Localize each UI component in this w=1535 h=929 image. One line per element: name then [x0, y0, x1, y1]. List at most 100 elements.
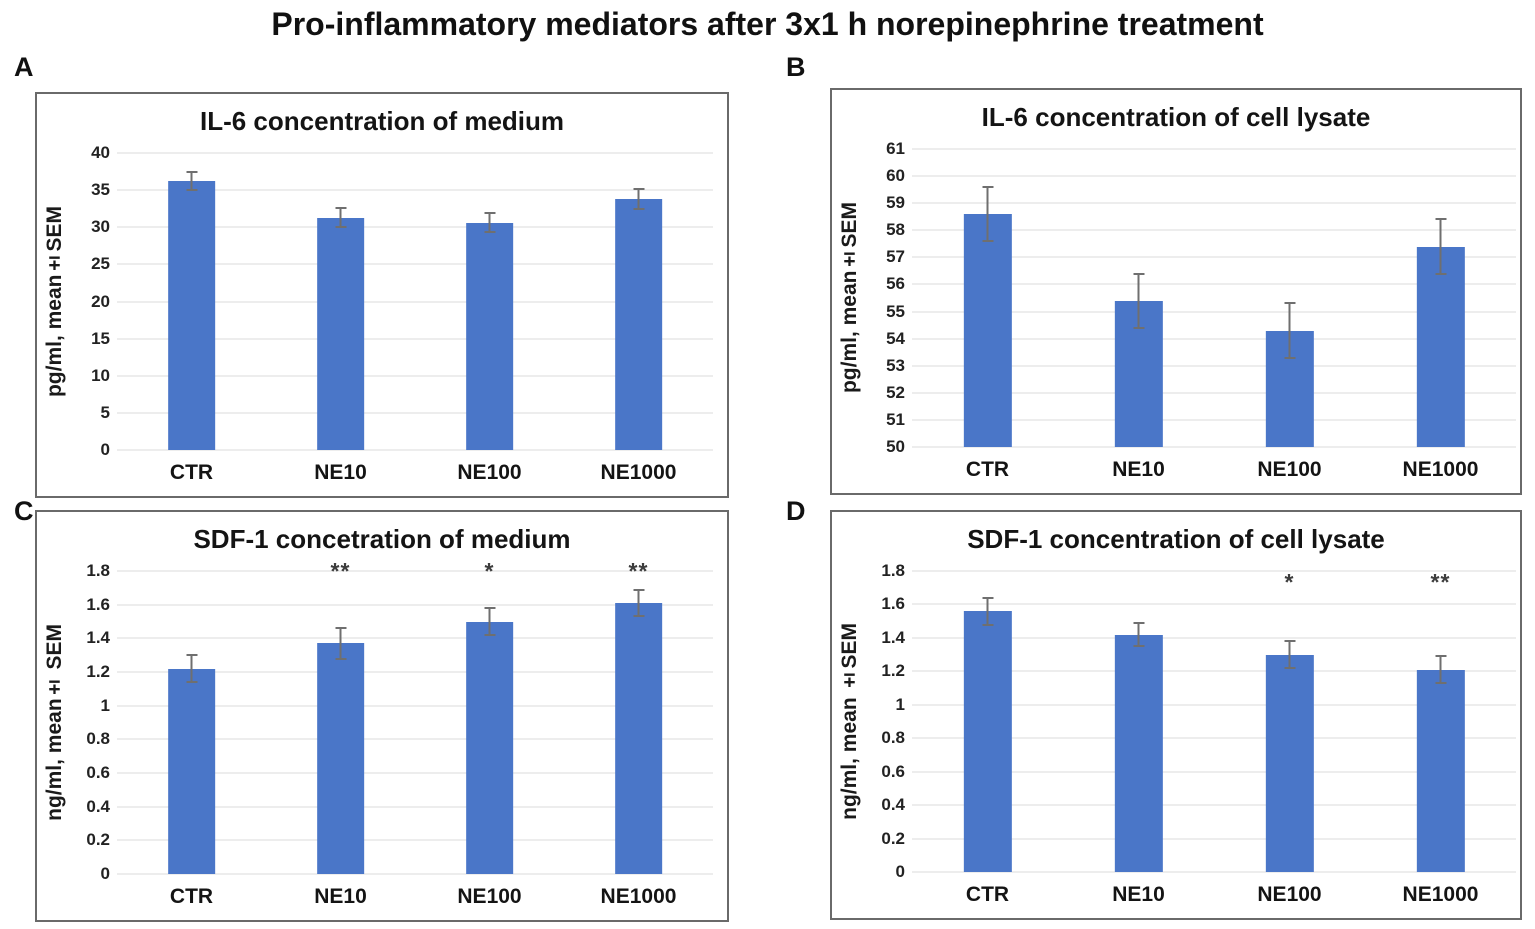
error-bar-cap-bottom	[982, 240, 993, 243]
y-tick-label: 1	[100, 695, 110, 715]
panel-il6-medium: IL-6 concentration of medium pg/ml, mean…	[35, 92, 729, 498]
chart-area: ng/ml, mean± SEM 1.8 1.6 1.4 1.2 1 0.8 0.6 0.4 0…	[37, 559, 727, 883]
gridline	[912, 310, 1516, 313]
gridline	[912, 283, 1516, 286]
gridline	[117, 738, 713, 741]
gridline	[117, 637, 713, 640]
plot-area	[117, 152, 713, 451]
panel-il6-lysate: IL-6 concentration of cell lysate pg/ml,…	[830, 88, 1522, 495]
error-bar-line	[1288, 641, 1291, 668]
y-tick-label: 0	[895, 862, 905, 881]
y-tick-label: 59	[886, 193, 905, 213]
bar	[167, 668, 216, 874]
gridline	[117, 805, 713, 808]
error-bar-line	[986, 597, 989, 625]
gridline	[912, 603, 1516, 606]
gridline	[117, 772, 713, 774]
panel-label-c: C	[14, 496, 34, 526]
error-bar	[1284, 640, 1295, 669]
panel-label-a: A	[14, 52, 34, 82]
y-tick-label: 15	[91, 328, 110, 348]
x-category-label: NE100	[1257, 883, 1322, 906]
y-tick-label: 1.8	[86, 561, 110, 580]
gridline	[912, 148, 1516, 150]
gridline	[117, 603, 713, 606]
gridline	[912, 670, 1516, 673]
y-axis-title: pg/ml, mean±SEM	[37, 153, 73, 450]
bar	[1416, 246, 1465, 447]
error-bar-line	[488, 608, 491, 635]
y-axis-title-text: ng/ml, mean ±SEM	[838, 623, 861, 820]
y-axis-title: ng/ml, mean± SEM	[37, 571, 73, 874]
x-category-label: NE10	[314, 885, 367, 908]
error-bar-line	[1137, 622, 1140, 647]
gridline	[912, 202, 1516, 205]
error-bar	[1435, 218, 1446, 275]
bar	[316, 217, 365, 450]
error-bar-line	[986, 186, 989, 242]
bar	[465, 222, 514, 450]
y-tick-label: 1.6	[881, 594, 905, 614]
x-category-label: CTR	[169, 885, 214, 908]
gridline	[912, 391, 1516, 394]
y-tick-label: 1.2	[881, 661, 905, 681]
error-bar-cap-top	[982, 596, 993, 599]
gridline	[912, 229, 1516, 232]
y-tick-label: 52	[886, 382, 905, 402]
plot-area	[912, 148, 1516, 448]
bar	[1114, 634, 1163, 872]
y-axis-ticks: 61 60 59 58 57 56 55 54 53 52 51 50	[868, 139, 912, 456]
y-tick-label: 0.6	[881, 761, 905, 781]
y-tick-label: 1.4	[881, 627, 905, 647]
error-bar-cap-bottom	[982, 623, 993, 626]
gridline	[912, 337, 1516, 340]
error-bar-line	[339, 207, 342, 228]
error-bar-cap-top	[982, 185, 993, 188]
significance-marker: **	[628, 557, 649, 584]
y-axis-title: ng/ml, mean ±SEM	[832, 571, 868, 872]
significance-marker: *	[484, 557, 495, 584]
gridline	[912, 737, 1516, 740]
gridline	[117, 570, 713, 572]
gridline	[117, 226, 713, 229]
significance-marker: **	[330, 557, 351, 584]
bar	[316, 643, 365, 874]
y-tick-label: 0.8	[86, 729, 110, 749]
x-category-label: CTR	[169, 461, 214, 484]
chart-area: pg/ml, mean±SEM 40 35 30 25 20 15 10 5 0	[37, 143, 727, 459]
y-axis-title-text: pg/ml, mean±SEM	[43, 205, 66, 398]
chart-title: IL-6 concentration of cell lysate	[981, 102, 1371, 132]
gridline	[117, 374, 713, 377]
panel-label-d: D	[786, 496, 806, 526]
chart-title: SDF-1 concetration of medium	[193, 524, 571, 554]
error-bar-cap-bottom	[186, 681, 197, 684]
gridline	[912, 175, 1516, 178]
x-axis-labels: CTR NE10 NE100 NE1000	[912, 872, 1516, 918]
gridline	[912, 256, 1516, 259]
plot-area: ** * **	[117, 559, 713, 875]
gridline	[912, 364, 1516, 367]
plot-area: * **	[912, 570, 1516, 873]
y-tick-label: 0.4	[86, 796, 110, 816]
x-axis-labels: CTR NE10 NE100 NE1000	[912, 447, 1516, 493]
y-tick-label: 0.4	[881, 795, 905, 815]
error-bar-line	[190, 655, 193, 683]
bar	[167, 181, 216, 450]
gridline	[117, 839, 713, 842]
gridline	[117, 873, 713, 875]
error-bar	[1133, 272, 1144, 329]
gridline	[912, 570, 1516, 572]
error-bar-line	[1288, 303, 1291, 358]
error-bar	[633, 188, 644, 210]
y-tick-label: 55	[886, 301, 905, 321]
error-bar-line	[339, 628, 342, 659]
chart-title: IL-6 concentration of medium	[199, 106, 565, 136]
x-category-label: NE100	[457, 885, 522, 908]
error-bar-line	[1137, 273, 1140, 328]
y-tick-label: 25	[91, 254, 110, 274]
error-bar-cap-bottom	[1284, 356, 1295, 359]
x-category-label: NE100	[457, 461, 522, 484]
error-bar	[484, 607, 495, 636]
y-tick-label: 61	[886, 139, 905, 158]
error-bar-cap-top	[335, 627, 346, 630]
